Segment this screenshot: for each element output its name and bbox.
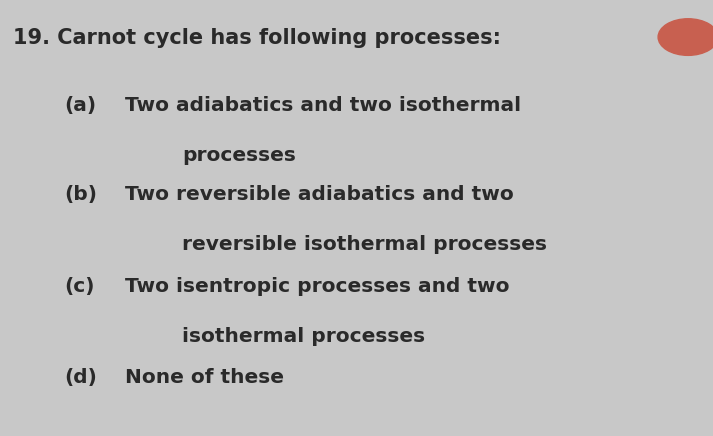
Text: isothermal processes: isothermal processes	[182, 327, 425, 346]
Text: (c): (c)	[64, 277, 95, 296]
Text: reversible isothermal processes: reversible isothermal processes	[182, 235, 547, 255]
Text: processes: processes	[182, 146, 296, 165]
Text: 19. Carnot cycle has following processes:: 19. Carnot cycle has following processes…	[13, 28, 501, 48]
Text: Two adiabatics and two isothermal: Two adiabatics and two isothermal	[125, 96, 521, 115]
Text: (d): (d)	[64, 368, 97, 388]
Circle shape	[658, 19, 713, 55]
Text: Two reversible adiabatics and two: Two reversible adiabatics and two	[125, 185, 513, 204]
Text: None of these: None of these	[125, 368, 284, 388]
Text: (a): (a)	[64, 96, 96, 115]
Text: (b): (b)	[64, 185, 97, 204]
Text: Two isentropic processes and two: Two isentropic processes and two	[125, 277, 509, 296]
